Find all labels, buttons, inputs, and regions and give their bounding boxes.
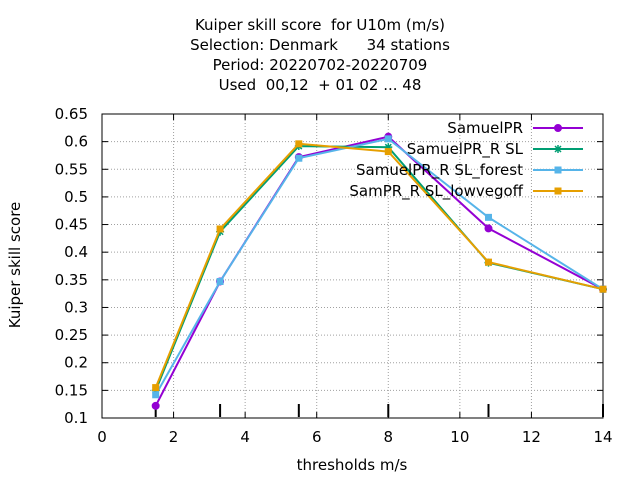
series-line [154, 142, 604, 388]
plot-border [101, 113, 604, 419]
x-tick-label: 12 [522, 428, 541, 446]
threshold-marks [154, 404, 604, 417]
legend-label: SamuelPR_R SL_forest [356, 161, 523, 180]
data-point [554, 166, 562, 174]
y-tick-label: 0.65 [55, 105, 88, 123]
y-axis-label: Kuiper skill score [6, 202, 24, 329]
legend-entry: SamuelPR_R SL_forest [356, 161, 583, 180]
y-tick-label: 0.35 [55, 271, 88, 289]
x-tick-label: 2 [169, 428, 179, 446]
series [152, 140, 607, 392]
x-tick-label: 4 [240, 428, 250, 446]
title-line-3: Period: 20220702-20220709 [212, 56, 428, 74]
data-point [484, 258, 492, 266]
data-point [484, 224, 493, 233]
data-point [384, 143, 393, 152]
series [151, 142, 607, 395]
data-point [554, 124, 562, 132]
data-point [216, 225, 224, 233]
y-tick-label: 0.15 [55, 381, 88, 399]
legend-label: SamuelPR [447, 119, 523, 137]
axis-ticks: 0 2 4 6 8 10 12 14 0.1 0.15 0.2 0.25 0.3 0.35 0.4 0.45 0… [55, 105, 613, 446]
legend-label: SamPR_R SL_lowvegoff [349, 182, 523, 201]
x-tick-label: 14 [593, 428, 612, 446]
title-line-2: Selection: Denmark 34 stations [190, 36, 450, 54]
y-tick-label: 0.2 [64, 354, 88, 372]
data-point [599, 285, 607, 293]
data-point [384, 135, 392, 143]
y-tick-label: 0.55 [55, 160, 88, 178]
legend-label: SamuelPR_R SL [407, 140, 524, 159]
data-point [554, 145, 562, 153]
x-tick-label: 10 [450, 428, 469, 446]
y-tick-label: 0.5 [64, 188, 88, 206]
data-point [295, 140, 303, 148]
x-tick-label: 0 [97, 428, 107, 446]
x-tick-label: 8 [384, 428, 394, 446]
x-tick-label: 6 [312, 428, 322, 446]
y-tick-label: 0.3 [64, 298, 88, 316]
title-line-1: Kuiper skill score for U10m (m/s) [194, 16, 446, 34]
legend-entry: SamuelPR [447, 119, 583, 137]
y-tick-label: 0.45 [55, 216, 88, 234]
data-point [216, 277, 224, 285]
legend-entry: SamPR_R SL_lowvegoff [349, 182, 583, 201]
y-tick-label: 0.1 [64, 409, 88, 427]
data-point [554, 187, 562, 195]
data-point [384, 148, 392, 156]
data-point [484, 213, 492, 221]
data-point [152, 391, 160, 399]
x-axis-label: thresholds m/s [297, 456, 408, 474]
data-point [295, 154, 303, 162]
data-point [151, 401, 160, 410]
data-point [152, 384, 160, 392]
y-tick-label: 0.4 [64, 243, 88, 261]
series-lines [151, 132, 607, 410]
grid [102, 114, 603, 418]
legend-entry: SamuelPR_R SL [407, 140, 583, 159]
chart-title: Kuiper skill score for U10m (m/s) Select… [0, 16, 640, 96]
y-tick-label: 0.25 [55, 326, 88, 344]
y-tick-label: 0.6 [64, 133, 88, 151]
legend: SamuelPR SamuelPR_R SL SamuelPR_R SL_fores… [349, 119, 583, 201]
title-line-4: Used 00,12 + 01 02 ... 48 [218, 76, 422, 94]
